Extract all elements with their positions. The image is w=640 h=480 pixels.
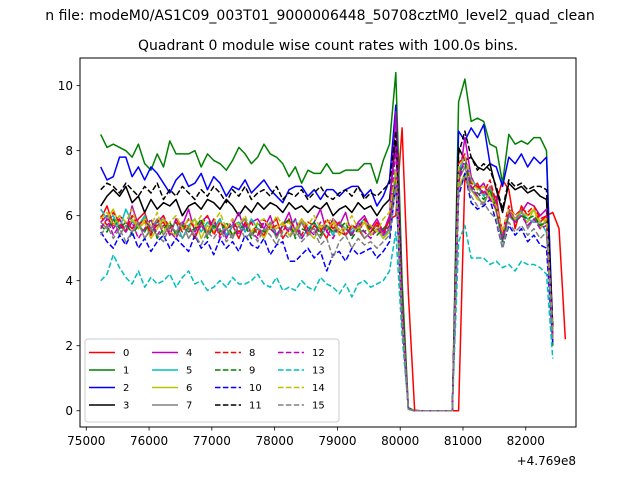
legend-label-11: 11: [249, 401, 262, 412]
legend-label-7: 7: [186, 401, 192, 412]
legend-label-4: 4: [186, 348, 192, 359]
legend-label-10: 10: [249, 383, 262, 394]
series-line-12: [100, 146, 554, 412]
x-tick-label: 82000: [507, 434, 545, 448]
legend-label-12: 12: [312, 348, 325, 359]
series-line-9: [100, 162, 554, 412]
x-tick-label: 77000: [193, 434, 231, 448]
x-tick-label: 81000: [444, 434, 482, 448]
legend-label-5: 5: [186, 366, 192, 377]
series-line-8: [100, 153, 554, 412]
y-tick-label: 2: [65, 339, 73, 353]
x-offset-label: +4.769e8: [517, 454, 576, 468]
legend-label-13: 13: [312, 366, 325, 377]
legend-label-14: 14: [312, 383, 325, 394]
y-tick-label: 10: [58, 79, 73, 93]
x-tick-label: 76000: [130, 434, 168, 448]
legend-label-3: 3: [123, 401, 129, 412]
series-line-13: [100, 224, 554, 412]
legend-label-8: 8: [249, 348, 255, 359]
x-tick-label: 80000: [381, 434, 419, 448]
x-tick-label: 75000: [67, 434, 105, 448]
plot-frame: [79, 57, 577, 428]
x-tick-label: 79000: [318, 434, 356, 448]
series-line-10: [100, 172, 554, 412]
series-line-15: [100, 175, 554, 412]
series-lines: [100, 71, 567, 412]
legend-label-15: 15: [312, 401, 325, 412]
axes: 75000 76000 77000 78000 79000 80000 81000 82000…: [58, 79, 545, 448]
y-tick-label: 0: [65, 404, 73, 418]
figure-suptitle: n file: modeM0/AS1C09_003T01_9000006448_…: [45, 8, 594, 24]
chart-title: Quadrant 0 module wise count rates with …: [138, 38, 518, 54]
series-line-14: [100, 156, 554, 412]
x-tick-label: 78000: [256, 434, 294, 448]
y-tick-label: 6: [65, 209, 73, 223]
y-tick-label: 4: [65, 274, 73, 288]
series-line-6: [100, 172, 554, 412]
legend-label-1: 1: [123, 366, 129, 377]
legend-label-0: 0: [123, 348, 129, 359]
series-line-1: [100, 71, 554, 412]
series-line-11: [100, 130, 554, 412]
legend-label-2: 2: [123, 383, 129, 394]
legend-box: [84, 338, 340, 423]
y-tick-label: 8: [65, 144, 73, 158]
series-line-2: [100, 104, 554, 412]
legend-label-6: 6: [186, 383, 192, 394]
legend-label-9: 9: [249, 366, 255, 377]
series-line-3: [100, 140, 554, 412]
